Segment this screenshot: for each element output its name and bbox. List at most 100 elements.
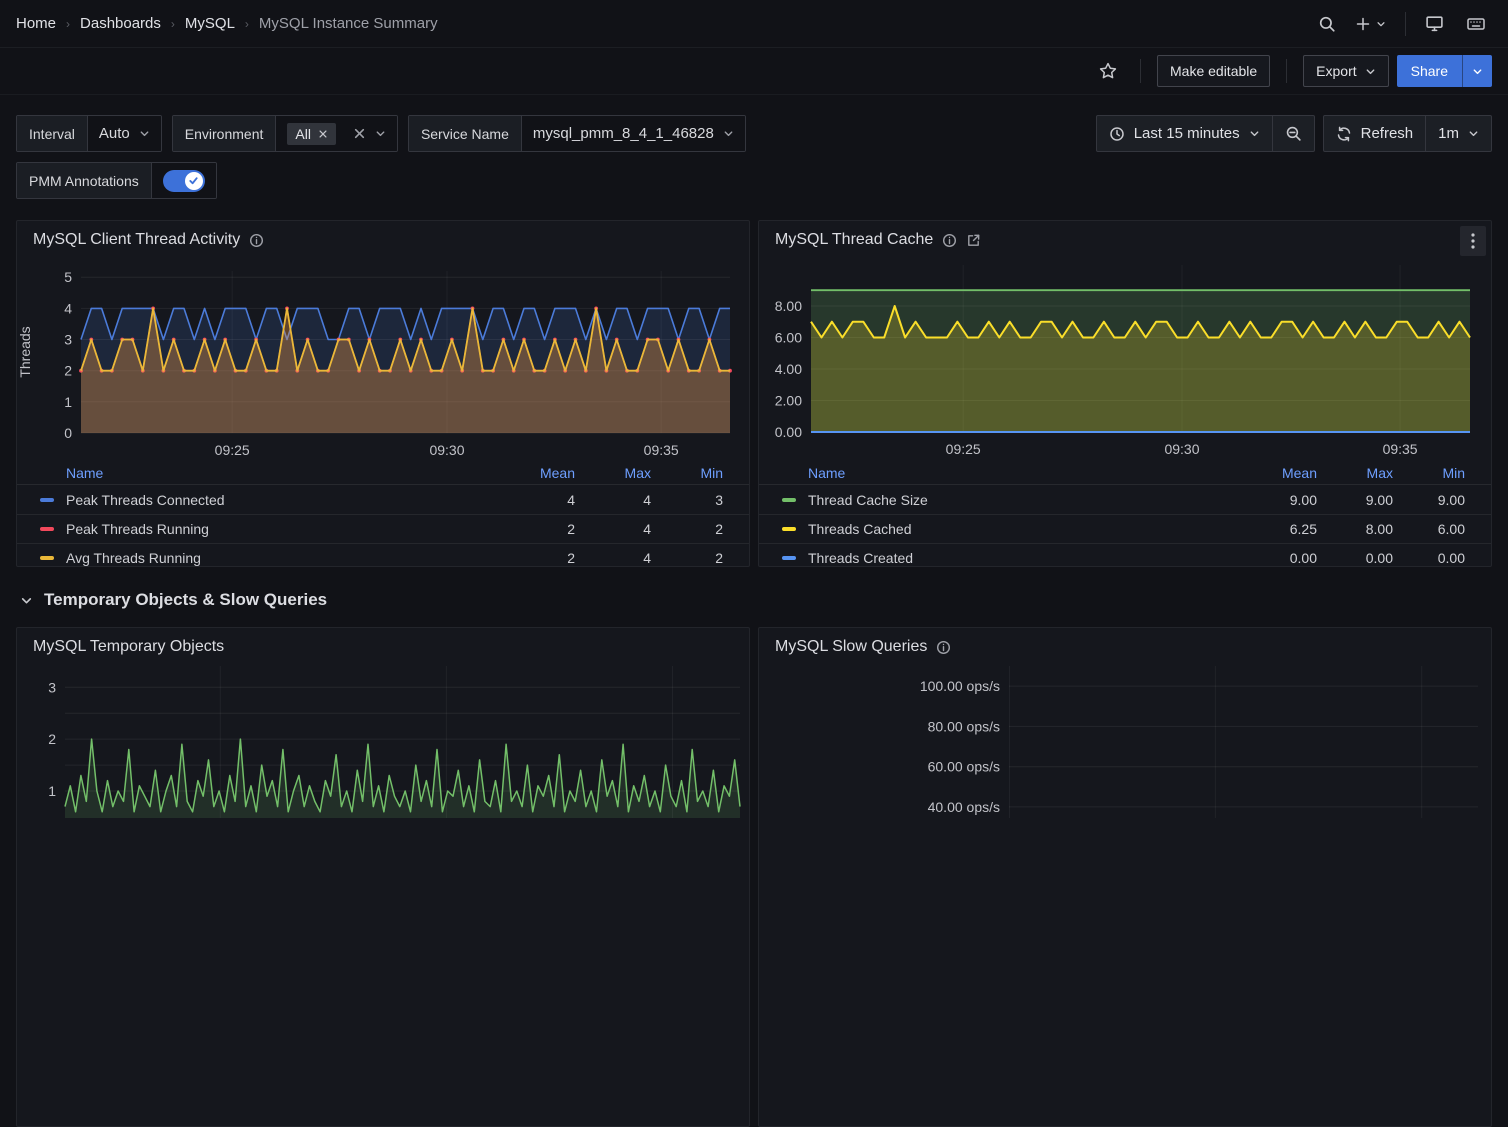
svg-text:3: 3: [64, 332, 72, 348]
service-name-variable: Service Name mysql_pmm_8_4_1_46828: [408, 115, 746, 152]
legend-header-name[interactable]: Name: [66, 465, 495, 481]
series-swatch: [40, 527, 54, 531]
legend-header-min[interactable]: Min: [651, 465, 723, 481]
svg-text:100.00 ops/s: 100.00 ops/s: [920, 678, 1000, 694]
refresh-picker: Refresh 1m: [1323, 115, 1492, 152]
info-icon[interactable]: [249, 233, 264, 248]
service-name-select[interactable]: mysql_pmm_8_4_1_46828: [522, 116, 745, 151]
panel-title[interactable]: MySQL Thread Cache: [775, 231, 933, 249]
keyboard-shortcuts-button[interactable]: [1460, 8, 1492, 40]
panel-menu-button[interactable]: [1460, 226, 1486, 256]
breadcrumb-home[interactable]: Home: [16, 15, 56, 32]
chevron-down-icon: [139, 128, 150, 139]
toggle-knob: [185, 172, 203, 190]
export-label: Export: [1316, 63, 1356, 79]
svg-text:09:25: 09:25: [946, 441, 981, 457]
legend-row[interactable]: Threads Created 0.00 0.00 0.00: [759, 543, 1491, 567]
environment-tag-all[interactable]: All: [287, 123, 336, 145]
svg-text:60.00 ops/s: 60.00 ops/s: [928, 759, 1000, 775]
series-min: 6.00: [1393, 521, 1465, 537]
series-max: 0.00: [1317, 550, 1393, 566]
svg-text:6.00: 6.00: [775, 330, 802, 346]
pmm-annotations-control: PMM Annotations: [16, 162, 217, 199]
chevron-down-icon: [723, 128, 734, 139]
search-icon: [1318, 15, 1336, 33]
series-swatch: [782, 527, 796, 531]
legend-row[interactable]: Thread Cache Size 9.00 9.00 9.00: [759, 485, 1491, 514]
svg-text:0.00: 0.00: [775, 424, 802, 440]
thread-activity-chart[interactable]: 09:2509:3009:35012345Threads: [17, 259, 750, 475]
legend-header-name[interactable]: Name: [808, 465, 1237, 481]
kebab-menu-icon: [1471, 233, 1475, 249]
make-editable-button[interactable]: Make editable: [1157, 55, 1270, 87]
refresh-button[interactable]: Refresh: [1324, 116, 1426, 151]
svg-text:09:35: 09:35: [644, 442, 679, 458]
dashboard-toolbar: Make editable Export Share: [0, 48, 1508, 95]
share-button[interactable]: Share: [1397, 55, 1462, 87]
chevron-down-icon: [1249, 128, 1260, 139]
panel-title[interactable]: MySQL Temporary Objects: [33, 638, 224, 656]
legend-header-max[interactable]: Max: [1317, 465, 1393, 481]
series-min: 2: [651, 550, 723, 566]
panel-title[interactable]: MySQL Client Thread Activity: [33, 231, 240, 249]
time-range-button[interactable]: Last 15 minutes: [1097, 116, 1272, 151]
slow-queries-chart[interactable]: 40.00 ops/s60.00 ops/s80.00 ops/s100.00 …: [759, 666, 1492, 818]
svg-text:8.00: 8.00: [775, 298, 802, 314]
legend-header-mean[interactable]: Mean: [1237, 465, 1317, 481]
refresh-icon: [1336, 126, 1352, 142]
clear-all-icon[interactable]: [353, 127, 366, 140]
kiosk-mode-button[interactable]: [1418, 8, 1450, 40]
breadcrumb-dashboards[interactable]: Dashboards: [80, 15, 161, 32]
legend-row[interactable]: Peak Threads Running 2 4 2: [17, 514, 749, 543]
svg-text:4: 4: [64, 300, 72, 316]
section-title: Temporary Objects & Slow Queries: [44, 590, 327, 610]
favorite-button[interactable]: [1092, 55, 1124, 87]
kiosk-monitor-icon: [1425, 14, 1444, 33]
legend-row[interactable]: Avg Threads Running 2 4 2: [17, 543, 749, 567]
series-swatch: [782, 498, 796, 502]
export-button[interactable]: Export: [1303, 55, 1388, 87]
legend-table: Name Mean Max Min Thread Cache Size 9.00…: [759, 461, 1491, 567]
legend-row[interactable]: Threads Cached 6.25 8.00 6.00: [759, 514, 1491, 543]
series-name: Avg Threads Running: [66, 550, 495, 566]
series-name: Thread Cache Size: [808, 492, 1237, 508]
section-temporary-objects[interactable]: Temporary Objects & Slow Queries: [0, 585, 1508, 615]
pmm-annotations-toggle[interactable]: [163, 170, 205, 192]
panel-title[interactable]: MySQL Slow Queries: [775, 638, 927, 656]
interval-select[interactable]: Auto: [88, 116, 161, 151]
breadcrumb: Home › Dashboards › MySQL › MySQL Instan…: [16, 15, 438, 32]
svg-text:1: 1: [48, 783, 56, 799]
pmm-annotations-toggle-area: [152, 163, 216, 198]
search-button[interactable]: [1311, 8, 1343, 40]
external-link-icon[interactable]: [966, 233, 981, 248]
legend-header-min[interactable]: Min: [1393, 465, 1465, 481]
svg-text:2: 2: [48, 731, 56, 747]
environment-select[interactable]: All: [276, 116, 397, 151]
series-max: 4: [575, 550, 651, 566]
add-new-button[interactable]: [1347, 8, 1393, 40]
thread-cache-chart[interactable]: 09:2509:3009:350.002.004.006.008.00: [759, 259, 1492, 475]
svg-text:4.00: 4.00: [775, 361, 802, 377]
zoom-out-button[interactable]: [1272, 116, 1314, 151]
legend-header-max[interactable]: Max: [575, 465, 651, 481]
breadcrumb-mysql[interactable]: MySQL: [185, 15, 235, 32]
svg-text:40.00 ops/s: 40.00 ops/s: [928, 799, 1000, 815]
environment-tag-label: All: [295, 126, 311, 142]
close-icon[interactable]: [318, 129, 328, 139]
series-name: Threads Created: [808, 550, 1237, 566]
interval-value: Auto: [99, 125, 130, 142]
panel-thread-cache: MySQL Thread Cache 09:2509:3009:350.002.…: [758, 220, 1492, 567]
temp-objects-chart[interactable]: 123: [17, 666, 750, 818]
series-name: Peak Threads Connected: [66, 492, 495, 508]
svg-text:0: 0: [64, 425, 72, 441]
clock-icon: [1109, 126, 1125, 142]
share-menu-button[interactable]: [1462, 55, 1492, 87]
info-icon[interactable]: [936, 640, 951, 655]
refresh-interval-button[interactable]: 1m: [1425, 116, 1491, 151]
info-icon[interactable]: [942, 233, 957, 248]
service-name-label: Service Name: [409, 116, 522, 151]
legend-row[interactable]: Peak Threads Connected 4 4 3: [17, 485, 749, 514]
series-max: 9.00: [1317, 492, 1393, 508]
environment-label: Environment: [173, 116, 277, 151]
legend-header-mean[interactable]: Mean: [495, 465, 575, 481]
